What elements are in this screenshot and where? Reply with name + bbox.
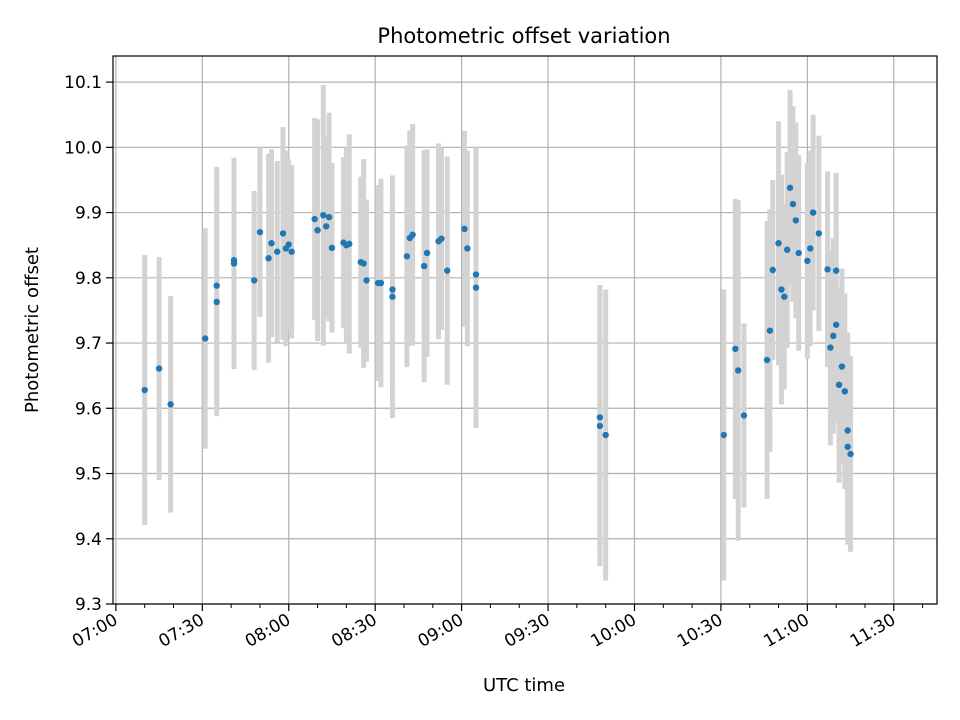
data-point	[815, 230, 823, 237]
data-point	[775, 240, 782, 247]
data-point	[847, 450, 854, 458]
data-point	[786, 184, 794, 191]
y-axis-ticks: 9.3 9.4 9.5 9.6 9.7 9.8 9.9 10.0 10.1	[64, 73, 113, 615]
data-point	[602, 431, 609, 439]
chart-title: Photometric offset variation	[377, 24, 670, 48]
data-point	[841, 388, 849, 395]
y-tick-label: 9.6	[75, 399, 102, 419]
data-point	[274, 248, 281, 255]
data-point	[809, 209, 817, 216]
data-point	[389, 286, 396, 293]
data-point	[141, 386, 148, 394]
data-point	[360, 260, 367, 267]
data-point	[325, 213, 333, 221]
y-tick-label: 9.5	[75, 465, 102, 485]
data-points	[141, 184, 854, 458]
y-tick-label: 10.0	[64, 138, 102, 158]
data-point	[789, 200, 797, 208]
data-point	[832, 267, 840, 274]
data-point	[279, 230, 287, 237]
data-point	[250, 277, 258, 284]
y-tick-label: 9.8	[75, 269, 102, 289]
data-point	[314, 226, 321, 234]
data-point	[213, 282, 220, 289]
data-point	[735, 367, 742, 374]
data-point	[827, 344, 834, 351]
y-tick-label: 10.1	[64, 73, 102, 93]
data-point	[423, 249, 431, 257]
data-point	[346, 240, 353, 248]
data-point	[838, 363, 846, 370]
data-point	[265, 255, 272, 262]
data-point	[285, 241, 292, 248]
data-point	[832, 321, 840, 328]
data-point	[464, 245, 471, 252]
data-point	[268, 240, 275, 247]
data-point	[769, 266, 776, 274]
data-point	[783, 246, 791, 253]
data-point	[472, 284, 480, 291]
data-point	[377, 279, 385, 287]
data-point	[320, 211, 327, 219]
data-point	[389, 293, 396, 300]
data-point	[824, 266, 831, 273]
data-point	[766, 327, 774, 334]
data-point	[804, 257, 811, 265]
data-point	[807, 245, 814, 252]
data-point	[792, 217, 800, 224]
data-point	[288, 248, 295, 255]
data-point	[213, 298, 220, 306]
data-point	[328, 244, 336, 251]
data-point	[201, 335, 209, 342]
data-point	[732, 345, 739, 353]
data-point	[596, 422, 604, 430]
data-point	[740, 412, 748, 419]
data-point	[778, 286, 785, 293]
data-point	[230, 260, 238, 267]
y-tick-label: 9.4	[75, 530, 102, 550]
data-point	[444, 267, 451, 274]
y-tick-label: 9.9	[75, 204, 102, 224]
data-point	[155, 365, 163, 372]
data-point	[830, 332, 837, 340]
data-point	[844, 427, 851, 434]
data-point	[844, 443, 851, 450]
data-point	[256, 228, 264, 236]
data-point	[461, 225, 468, 233]
data-point	[438, 235, 445, 242]
data-point	[795, 249, 802, 257]
plot-frame	[112, 55, 938, 605]
data-point	[311, 215, 318, 223]
data-point	[420, 262, 428, 270]
data-point	[763, 356, 771, 364]
data-point	[323, 223, 330, 230]
data-point	[363, 277, 370, 284]
data-point	[403, 253, 411, 260]
y-tick-label: 9.3	[75, 595, 102, 615]
y-tick-label: 9.7	[75, 334, 102, 354]
data-point	[167, 401, 174, 408]
data-point	[409, 231, 416, 238]
data-point	[781, 293, 788, 300]
x-axis-label: UTC time	[483, 675, 565, 696]
data-point	[720, 431, 727, 439]
data-point	[835, 381, 843, 388]
data-point	[596, 414, 604, 421]
data-point	[472, 271, 480, 278]
y-axis-label: Photometric offset	[22, 247, 43, 413]
